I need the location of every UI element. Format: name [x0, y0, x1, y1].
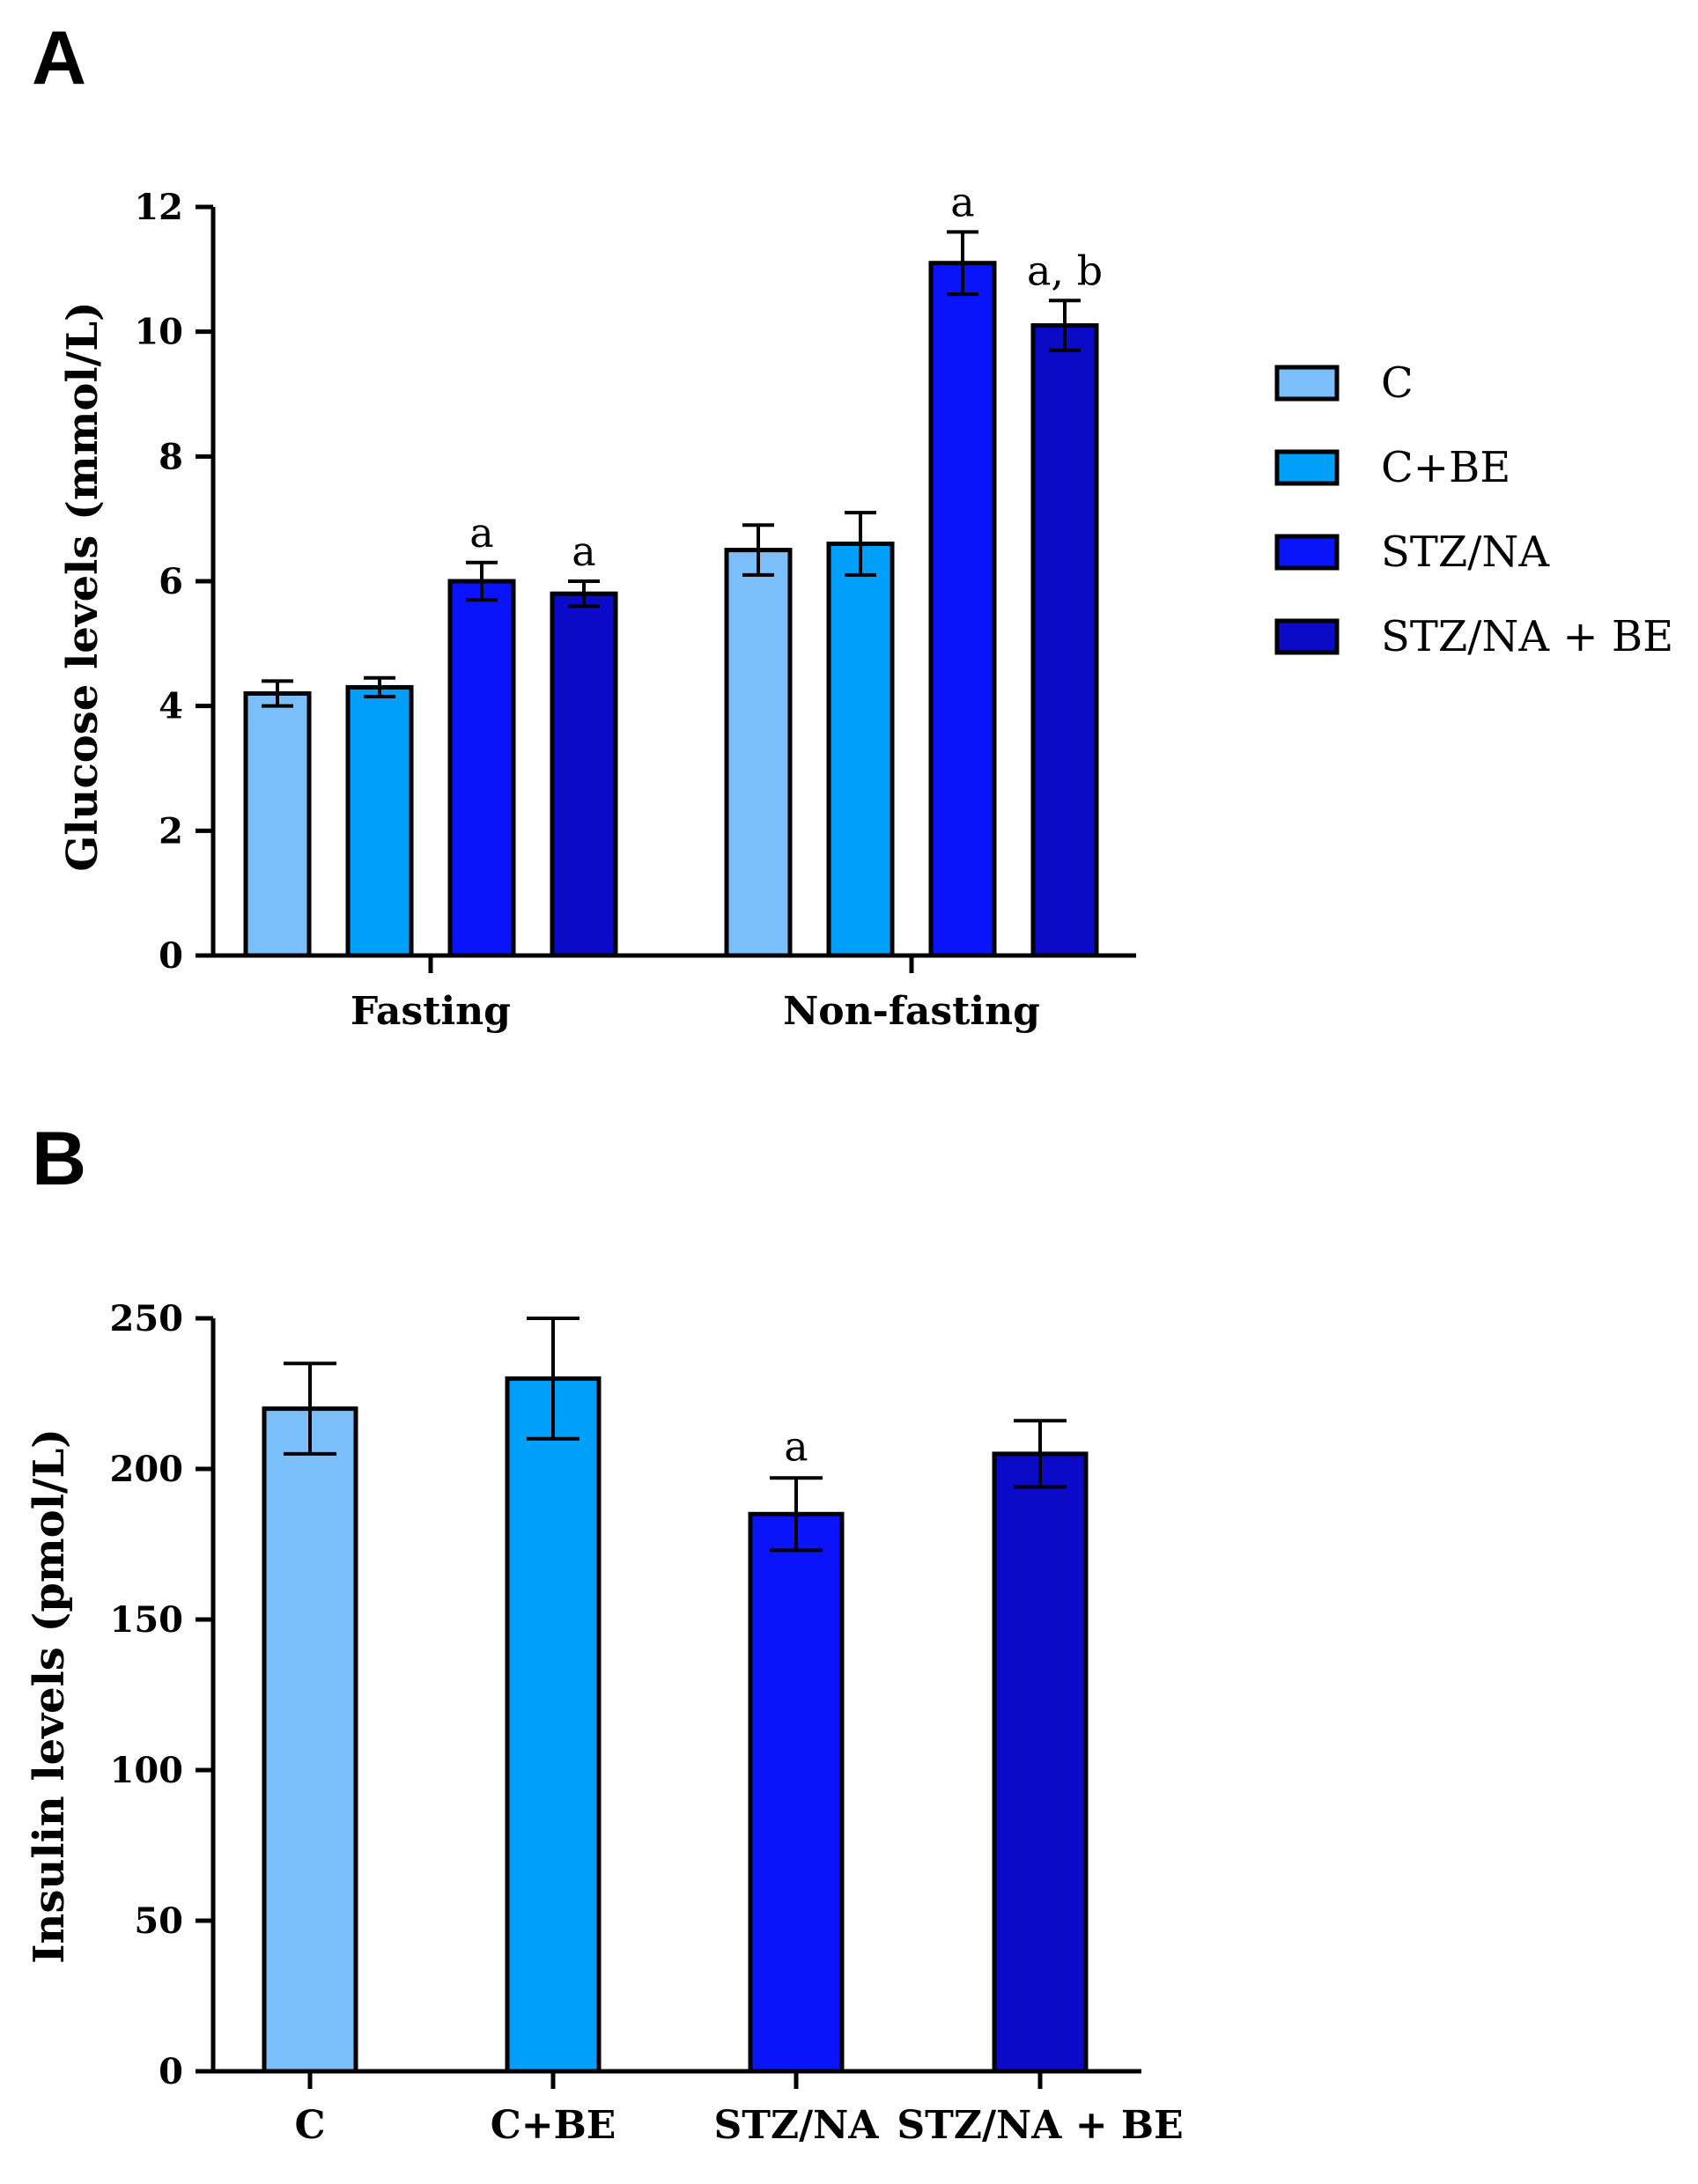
panel-a-y-tick-label: 6 [159, 561, 183, 602]
panel-b-y-tick-label: 0 [159, 2051, 183, 2092]
panel-letter-a: A [32, 16, 86, 100]
panel-b-y-tick-label: 100 [110, 1750, 184, 1791]
legend-label-stz-na-be: STZ/NA + BE [1381, 612, 1673, 661]
panel-a-y-tick-label: 8 [159, 436, 183, 477]
panel-a-y-tick-label: 4 [159, 686, 183, 727]
panel-b-plot-area: 0 50 100 150 200 250 C C+BE a STZ/NA STZ/NA + BE [110, 1298, 1184, 2148]
panel-b-insulin-chart: B Insulin levels (pmol/L) 0 50 100 150 200 25… [25, 1117, 1184, 2148]
panel-b-y-tick-label: 200 [110, 1449, 184, 1490]
panel-a-bar-stz-na-be-fasting [550, 591, 618, 958]
panel-a-bar-stz-na-be-non-fasting [1030, 323, 1099, 958]
panel-a-bar-stz-na-non-fasting [928, 261, 997, 958]
legend-swatch-c [1274, 365, 1340, 402]
panel-a-y-tick-label: 0 [159, 935, 183, 977]
legend-label-c: C [1381, 358, 1414, 408]
panel-a-plot-area: 0 2 4 6 8 10 12 Fasting a a Non-fasting a a, b [134, 178, 1136, 1034]
panel-a-y-axis-title: Glucose levels (mmol/L) [58, 301, 107, 871]
panel-a-legend: C C+BE STZ/NA STZ/NA + BE [1274, 358, 1673, 661]
panel-a-significance-label: a [469, 509, 493, 557]
panel-b-y-tick-label: 50 [134, 1900, 183, 1942]
panel-a-bar-c-fasting [243, 691, 312, 958]
panel-b-y-tick-label: 150 [110, 1599, 184, 1641]
legend-swatch-stz-na-be [1274, 618, 1340, 655]
legend-swatch-stz-na [1274, 534, 1340, 571]
panel-b-y-axis-title: Insulin levels (pmol/L) [25, 1428, 74, 1964]
panel-a-category-label-fasting: Fasting [351, 989, 511, 1034]
panel-b-significance-label: a [784, 1422, 808, 1470]
panel-b-bar-c-be [505, 1376, 602, 2074]
panel-b-category-label-stz-na: STZ/NA [713, 2103, 879, 2148]
panel-b-bar-stz-na [748, 1511, 845, 2074]
panel-b-bar-stz-na-be [992, 1451, 1089, 2074]
panel-a-bar-c-be-non-fasting [826, 542, 895, 958]
panel-a-y-tick-label: 12 [134, 187, 183, 228]
panel-b-category-label-stz-na-be: STZ/NA + BE [897, 2103, 1183, 2148]
panel-a-y-tick-label: 10 [134, 312, 183, 353]
panel-b-category-label-c: C [294, 2103, 325, 2148]
panel-a-significance-label: a [950, 178, 974, 225]
legend-label-c-be: C+BE [1381, 443, 1510, 492]
panel-a-significance-label: a, b [1027, 247, 1103, 294]
panel-a-bar-c-be-fasting [345, 684, 414, 958]
panel-b-bar-c [262, 1406, 358, 2074]
panel-letter-b: B [32, 1117, 86, 1201]
panel-a-bar-c-non-fasting [724, 548, 793, 958]
panel-a-glucose-chart: A Glucose levels (mmol/L) 0 2 4 6 8 10 12 Fasti… [32, 16, 1673, 1034]
panel-a-significance-label: a [572, 528, 595, 575]
panel-b-category-label-c-be: C+BE [491, 2103, 616, 2148]
panel-a-category-label-non-fasting: Non-fasting [783, 989, 1040, 1034]
legend-label-stz-na: STZ/NA [1381, 528, 1550, 577]
legend-swatch-c-be [1274, 449, 1340, 486]
panel-a-y-tick-label: 2 [159, 810, 183, 852]
panel-b-y-tick-label: 250 [110, 1298, 184, 1339]
panel-a-bar-stz-na-fasting [447, 579, 516, 958]
